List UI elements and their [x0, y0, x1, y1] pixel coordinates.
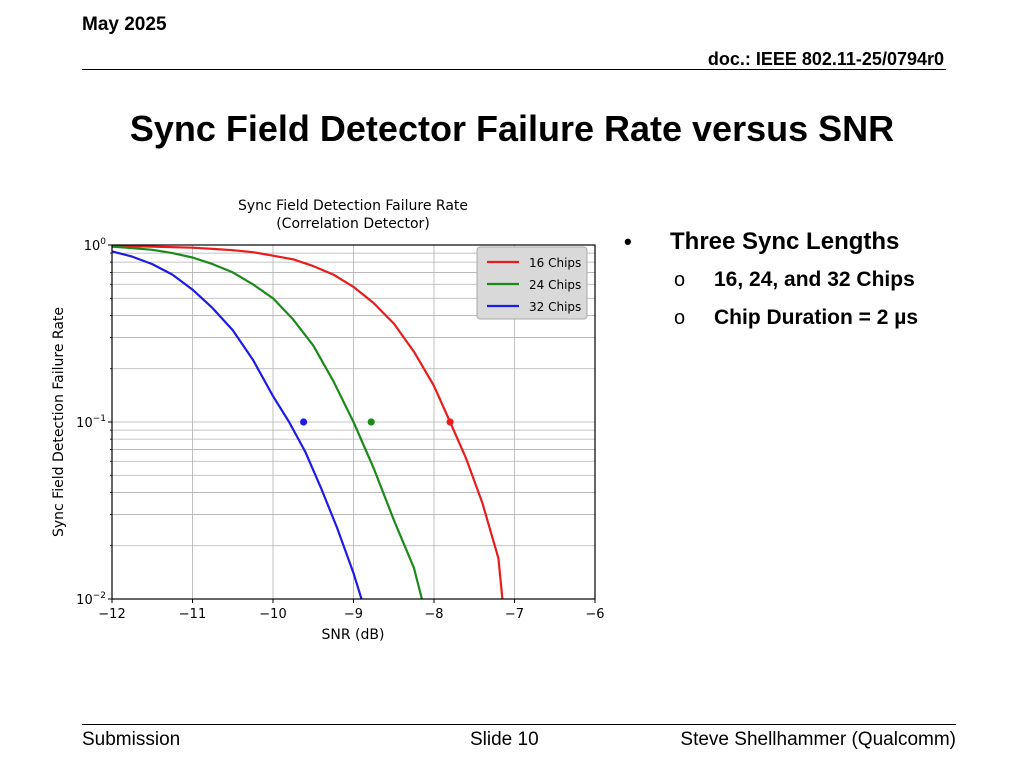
x-tick-label: −8: [424, 607, 443, 622]
chart-title-line-2: (Correlation Detector): [276, 216, 430, 232]
bullet-list: • Three Sync Lengths o 16, 24, and 32 Ch…: [620, 228, 1000, 344]
sub-bullet-item: o Chip Duration = 2 µs: [620, 306, 1000, 330]
legend-label: 24 Chips: [529, 278, 581, 292]
header-date: May 2025: [82, 14, 167, 35]
sub-bullet-marker: o: [674, 269, 686, 291]
x-axis-label: SNR (dB): [322, 627, 385, 643]
x-tick-label: −7: [505, 607, 524, 622]
series-marker-point: [367, 418, 375, 426]
legend-box: [476, 246, 588, 320]
x-tick-label: −11: [179, 607, 206, 622]
sub-bullet-text: 16, 24, and 32 Chips: [714, 268, 915, 291]
series-line: [111, 244, 504, 600]
bullet-item: • Three Sync Lengths: [620, 228, 1000, 256]
series-line: [111, 250, 363, 600]
chart-title-line-1: Sync Field Detection Failure Rate: [238, 198, 468, 214]
x-tick-label: −12: [98, 607, 125, 622]
chart-legend: 16 Chips 24 Chips 32 Chips: [476, 246, 588, 320]
sub-bullet-item: o 16, 24, and 32 Chips: [620, 268, 1000, 292]
x-tick-label: −10: [259, 607, 286, 622]
y-axis-label: Sync Field Detection Failure Rate: [51, 307, 67, 537]
footer-divider: [82, 724, 956, 725]
series-line: [111, 245, 423, 600]
y-tick-label: 10−2: [76, 591, 106, 608]
y-tick-label: 100: [84, 237, 107, 254]
bullet-marker: •: [624, 229, 632, 254]
x-tick-label: −6: [585, 607, 604, 622]
chart-series-group: [111, 244, 504, 600]
sub-bullet-marker: o: [674, 307, 686, 329]
series-marker-point: [299, 418, 308, 426]
y-tick-label: 10−1: [76, 414, 106, 431]
failure-rate-chart: −12 −11 −10 −9 −8 −7 −6 100 10−1 10−2 Sync Field …: [51, 198, 605, 643]
footer-submission: Submission: [82, 729, 181, 750]
bullet-text: Three Sync Lengths: [670, 228, 900, 255]
chart-axes: −12 −11 −10 −9 −8 −7 −6 100 10−1 10−2: [76, 237, 604, 622]
sub-bullet-text: Chip Duration = 2 µs: [714, 306, 919, 329]
x-tick-label: −9: [344, 607, 363, 622]
slide-title: Sync Field Detector Failure Rate versus …: [129, 108, 895, 149]
legend-label: 16 Chips: [529, 256, 581, 270]
legend-label: 32 Chips: [529, 300, 581, 314]
footer-slide-number: Slide 10: [470, 729, 539, 750]
series-marker-point: [446, 418, 454, 426]
header-divider: [82, 69, 946, 70]
header-doc-id: doc.: IEEE 802.11-25/0794r0: [707, 49, 944, 69]
footer-author: Steve Shellhammer (Qualcomm): [680, 729, 956, 750]
